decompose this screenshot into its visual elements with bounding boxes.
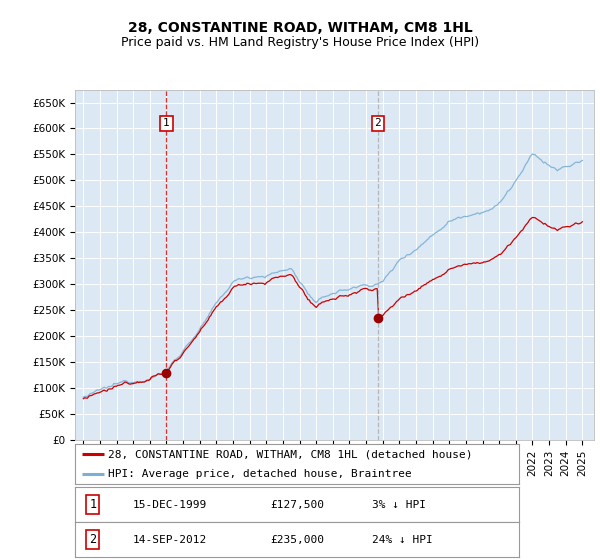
Text: 28, CONSTANTINE ROAD, WITHAM, CM8 1HL (detached house): 28, CONSTANTINE ROAD, WITHAM, CM8 1HL (d… [108,449,473,459]
Text: £235,000: £235,000 [271,535,325,545]
Text: 1: 1 [163,118,170,128]
Text: 28, CONSTANTINE ROAD, WITHAM, CM8 1HL: 28, CONSTANTINE ROAD, WITHAM, CM8 1HL [128,21,472,35]
Text: 24% ↓ HPI: 24% ↓ HPI [373,535,433,545]
Text: £127,500: £127,500 [271,500,325,510]
Text: 14-SEP-2012: 14-SEP-2012 [133,535,207,545]
Text: HPI: Average price, detached house, Braintree: HPI: Average price, detached house, Brai… [108,469,412,479]
Text: Price paid vs. HM Land Registry's House Price Index (HPI): Price paid vs. HM Land Registry's House … [121,36,479,49]
Text: 3% ↓ HPI: 3% ↓ HPI [373,500,427,510]
Text: 1: 1 [89,498,97,511]
Text: 15-DEC-1999: 15-DEC-1999 [133,500,207,510]
Text: 2: 2 [89,533,97,547]
Text: 2: 2 [374,118,381,128]
